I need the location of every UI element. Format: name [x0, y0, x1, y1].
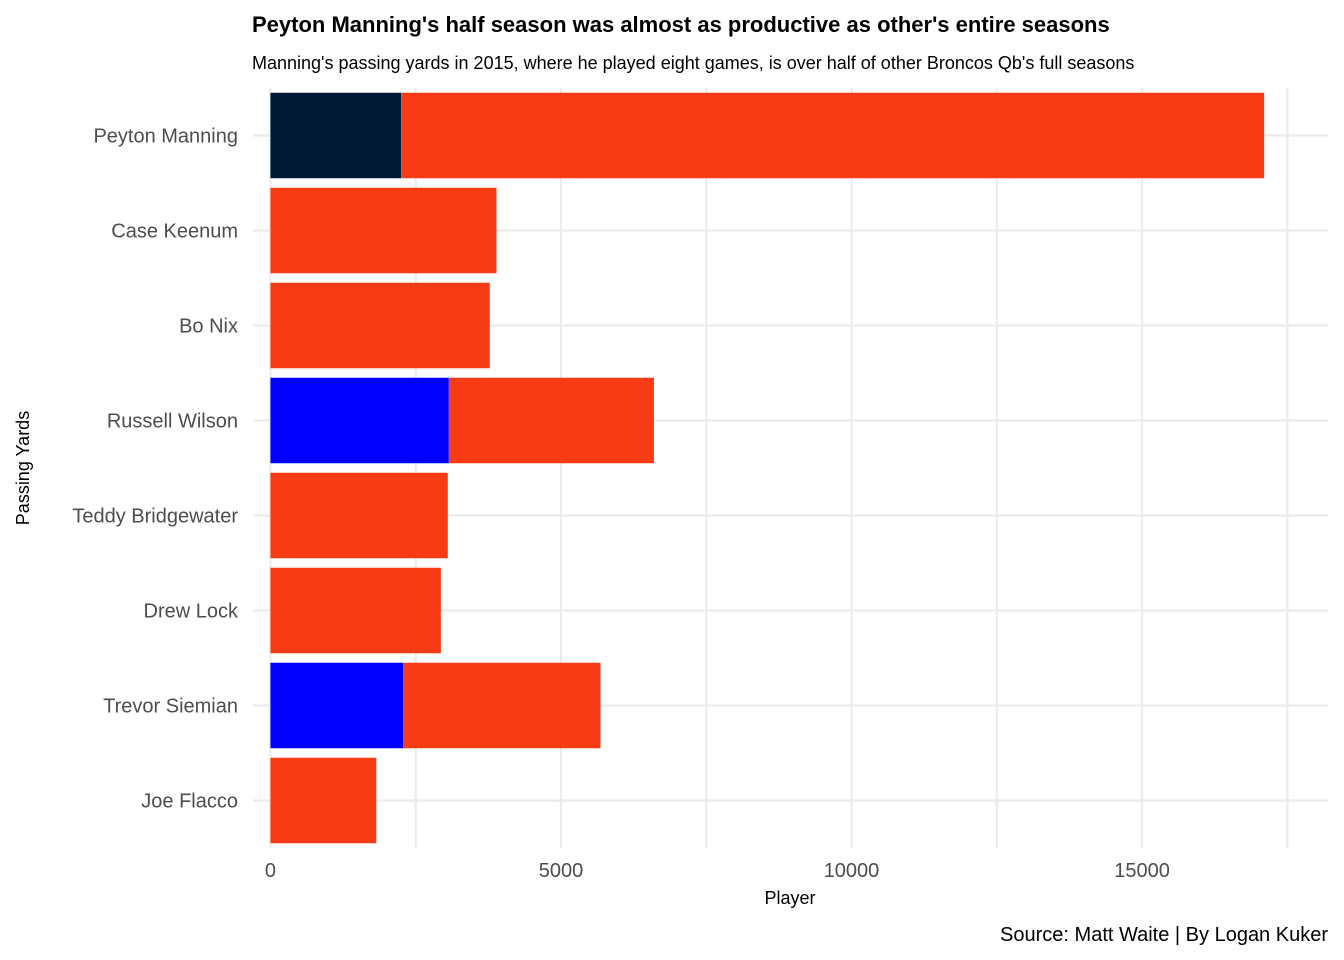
chart-title: Peyton Manning's half season was almost …: [252, 12, 1110, 37]
bar-segment: [270, 567, 441, 654]
bar-segment: [270, 377, 449, 464]
y-tick-label: Case Keenum: [111, 221, 238, 243]
x-tick-label: 10000: [824, 860, 880, 882]
bar-segment: [401, 92, 1265, 179]
bar-segment: [448, 377, 654, 464]
bar-segment: [270, 282, 490, 369]
x-tick-label: 0: [265, 860, 276, 882]
x-tick-labels: 0 5000 10000 15000: [265, 860, 1170, 882]
x-axis-title: Player: [764, 888, 815, 908]
bar-segment: [270, 662, 404, 749]
bars: [270, 92, 1265, 844]
x-tick-label: 15000: [1114, 860, 1170, 882]
y-tick-label: Drew Lock: [144, 601, 239, 623]
bar-segment: [403, 662, 601, 749]
y-tick-label: Peyton Manning: [93, 126, 238, 148]
bar-segment: [270, 187, 497, 274]
x-tick-label: 5000: [539, 860, 584, 882]
y-tick-label: Teddy Bridgewater: [72, 506, 238, 528]
y-tick-labels: Peyton Manning Case Keenum Bo Nix Russell W…: [72, 126, 239, 813]
y-tick-label: Russell Wilson: [107, 411, 238, 433]
y-tick-label: Trevor Siemian: [103, 696, 238, 718]
y-tick-label: Bo Nix: [179, 316, 238, 338]
chart-caption: Source: Matt Waite | By Logan Kuker: [1000, 924, 1328, 946]
bar-segment: [270, 92, 402, 179]
y-axis-title: Passing Yards: [13, 411, 33, 525]
y-tick-label: Joe Flacco: [141, 791, 238, 813]
bar-segment: [270, 472, 448, 559]
chart-subtitle: Manning's passing yards in 2015, where h…: [252, 53, 1134, 73]
bar-segment: [270, 757, 377, 844]
